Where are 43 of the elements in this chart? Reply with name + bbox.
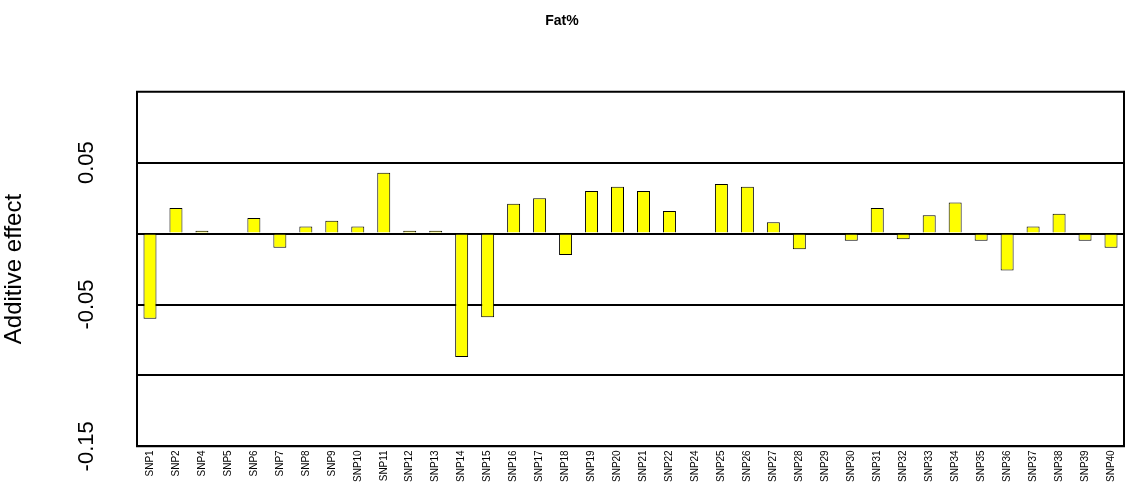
x-tick-label: SNP17 xyxy=(533,449,545,482)
x-tick-label: SNP2 xyxy=(169,449,181,477)
x-tick-label: SNP27 xyxy=(767,449,779,482)
x-tick-label: SNP19 xyxy=(585,449,597,482)
x-tick-label: SNP38 xyxy=(1052,449,1064,482)
x-tick-label: SNP21 xyxy=(637,449,649,482)
y-tick-label: -0.05 xyxy=(73,279,99,330)
x-tick-label: SNP29 xyxy=(819,449,831,482)
x-tick-label: SNP1 xyxy=(143,449,155,477)
x-tick-label: SNP16 xyxy=(507,449,519,482)
x-tick-label: SNP30 xyxy=(845,449,857,482)
x-tick-label: SNP32 xyxy=(896,449,908,482)
x-tick-label: SNP10 xyxy=(351,449,363,482)
x-tick-label: SNP26 xyxy=(741,449,753,482)
x-tick-label: SNP37 xyxy=(1026,449,1038,482)
x-tick-label: SNP4 xyxy=(195,449,207,477)
x-tick-label: SNP39 xyxy=(1078,449,1090,482)
x-tick-label: SNP8 xyxy=(299,449,311,477)
x-tick-label: SNP35 xyxy=(974,449,986,482)
x-tick-label: SNP6 xyxy=(247,449,259,477)
x-tick-label: SNP25 xyxy=(715,449,727,482)
x-tick-label: SNP20 xyxy=(611,449,623,482)
x-tick-label: SNP40 xyxy=(1104,449,1116,482)
x-tick-label: SNP15 xyxy=(481,449,493,482)
x-tick-label: SNP33 xyxy=(922,449,934,482)
x-tick-label: SNP11 xyxy=(377,449,389,482)
x-tick-label: SNP22 xyxy=(663,449,675,482)
y-axis-title: Additive effect xyxy=(0,193,27,345)
x-tick-label: SNP12 xyxy=(403,449,415,482)
y-tick-label: -0.15 xyxy=(73,421,99,472)
x-tick-label: SNP14 xyxy=(455,449,467,482)
y-tick-label: 0.05 xyxy=(73,141,99,185)
x-tick-label: SNP13 xyxy=(429,449,441,482)
x-tick-label: SNP5 xyxy=(221,449,233,477)
x-tick-label: SNP18 xyxy=(559,449,571,482)
x-tick-label: SNP9 xyxy=(325,449,337,477)
x-tick-label: SNP24 xyxy=(689,449,701,482)
chart-title: Fat% xyxy=(545,12,580,29)
x-tick-label: SNP34 xyxy=(948,449,960,482)
x-tick-label: SNP28 xyxy=(793,449,805,482)
x-tick-label: SNP31 xyxy=(871,449,882,482)
x-tick-label: SNP36 xyxy=(1000,449,1012,482)
x-tick-label: SNP7 xyxy=(273,449,285,477)
